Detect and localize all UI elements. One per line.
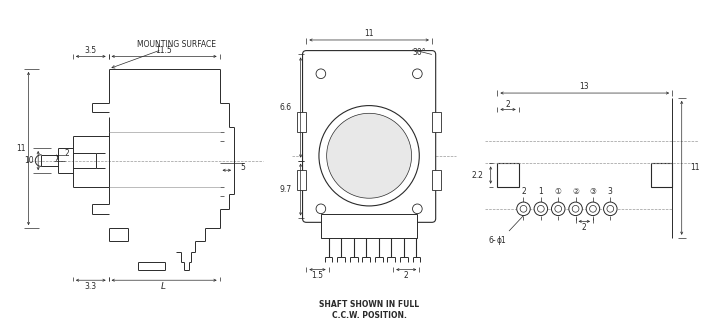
Text: 3: 3 xyxy=(608,187,613,196)
Circle shape xyxy=(552,202,565,215)
Text: 2: 2 xyxy=(521,187,526,196)
Text: ①: ① xyxy=(555,187,562,196)
Bar xyxy=(651,164,672,187)
Circle shape xyxy=(604,202,617,215)
FancyBboxPatch shape xyxy=(303,51,436,222)
Text: ②: ② xyxy=(572,187,579,196)
Text: 2: 2 xyxy=(582,223,587,232)
Circle shape xyxy=(534,202,548,215)
Circle shape xyxy=(569,202,582,215)
Text: 3.3: 3.3 xyxy=(84,282,96,291)
Circle shape xyxy=(586,202,600,215)
Bar xyxy=(431,112,441,132)
Text: 1: 1 xyxy=(538,187,543,196)
Circle shape xyxy=(555,205,562,212)
Text: ϕ1: ϕ1 xyxy=(496,236,506,245)
Text: 10: 10 xyxy=(25,156,34,165)
Text: 11: 11 xyxy=(16,144,26,153)
Text: 11: 11 xyxy=(691,163,700,172)
Text: SHAFT SHOWN IN FULL
C.C.W. POSITION.: SHAFT SHOWN IN FULL C.C.W. POSITION. xyxy=(319,300,419,320)
Bar xyxy=(297,170,306,190)
Circle shape xyxy=(316,204,325,214)
Circle shape xyxy=(520,205,527,212)
Bar xyxy=(321,214,417,238)
Circle shape xyxy=(590,205,597,212)
Text: 13: 13 xyxy=(580,82,589,91)
Text: 11: 11 xyxy=(365,29,374,38)
Text: 2.2: 2.2 xyxy=(471,170,483,179)
Text: 1.5: 1.5 xyxy=(311,271,323,280)
Circle shape xyxy=(572,205,579,212)
Text: MOUNTING SURFACE: MOUNTING SURFACE xyxy=(137,40,216,49)
Text: 2: 2 xyxy=(506,100,511,109)
Circle shape xyxy=(412,204,422,214)
Text: L: L xyxy=(161,283,166,292)
Text: 30°: 30° xyxy=(412,48,426,57)
Circle shape xyxy=(517,202,530,215)
Text: 6-: 6- xyxy=(489,236,496,245)
Bar xyxy=(498,164,518,187)
Circle shape xyxy=(607,205,614,212)
Text: ③: ③ xyxy=(590,187,597,196)
Text: 2: 2 xyxy=(404,271,408,280)
Circle shape xyxy=(319,106,419,206)
Bar xyxy=(297,112,306,132)
Circle shape xyxy=(538,205,544,212)
Text: 5: 5 xyxy=(241,163,246,172)
Circle shape xyxy=(412,69,422,79)
Text: 2: 2 xyxy=(64,149,69,158)
Text: 6.6: 6.6 xyxy=(280,103,292,112)
Bar xyxy=(431,170,441,190)
Text: 9.7: 9.7 xyxy=(280,185,292,194)
Circle shape xyxy=(327,113,412,198)
Text: 3.5: 3.5 xyxy=(84,46,96,55)
Text: 11.5: 11.5 xyxy=(155,46,172,55)
Circle shape xyxy=(316,69,325,79)
